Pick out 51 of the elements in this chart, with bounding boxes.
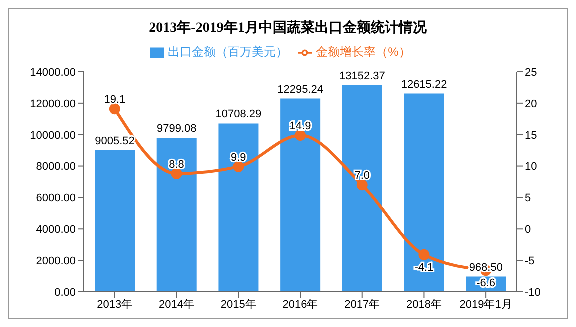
point: [109, 104, 120, 115]
x-tick-label: 2015年: [220, 298, 256, 311]
data-label: 7.0: [354, 170, 370, 182]
data-label: -6.6: [476, 278, 496, 290]
point: [418, 249, 430, 260]
y-tick-label: 10000.00: [30, 130, 76, 142]
data-label: 12615.22: [401, 78, 448, 91]
x-tick-label: 2013年: [97, 298, 133, 311]
legend-label: 金额增长率（%）: [316, 45, 411, 59]
x-tick-label: 2016年: [282, 298, 318, 311]
y2-tick-label: 15: [525, 130, 538, 142]
y-tick-label: 12000.00: [30, 98, 76, 110]
data-label: 10708.29: [216, 108, 262, 121]
point: [233, 161, 244, 172]
y2-tick-label: 5: [525, 192, 532, 205]
point: [295, 130, 306, 141]
bar: [95, 150, 135, 292]
data-label: -4.1: [414, 262, 434, 274]
data-label: 12295.24: [278, 84, 324, 96]
chart-title: 2013年-2019年1月中国蔬菜出口金额统计情况: [148, 18, 428, 38]
data-label: 13152.37: [339, 70, 386, 82]
bar: [280, 98, 321, 292]
x-tick-label: 2018年: [406, 298, 442, 311]
y2-tick-label: 25: [525, 66, 538, 79]
y-tick-label: 2000.00: [36, 255, 76, 268]
legend-label: 出口金额（百万美元）: [168, 45, 288, 59]
y2-tick-label: 0: [525, 224, 532, 236]
y-tick-label: 14000.00: [30, 66, 76, 79]
y2-tick-label: -5: [525, 255, 535, 268]
data-label: 8.8: [169, 158, 184, 171]
x-tick-label: 2014年: [159, 298, 195, 311]
data-label: 14.9: [290, 120, 312, 132]
point: [356, 180, 368, 191]
point: [171, 168, 182, 180]
y2-tick-label: -10: [525, 286, 541, 299]
y2-tick-label: 20: [525, 98, 538, 110]
data-label: 9799.08: [156, 123, 197, 136]
x-tick-label: 2019年1月: [460, 298, 512, 311]
bar: [404, 94, 444, 292]
x-tick-label: 2017年: [344, 298, 380, 311]
bar: [342, 85, 382, 292]
y-tick-label: 4000.00: [36, 224, 76, 236]
y-tick-label: 6000.00: [36, 192, 76, 205]
data-label: 19.1: [104, 94, 126, 106]
data-label: 9005.52: [95, 135, 135, 148]
y2-tick-label: 10: [525, 161, 538, 174]
y-tick-label: 8000.00: [36, 161, 76, 174]
bar: [156, 138, 197, 292]
data-label: 9.9: [230, 152, 246, 164]
bar: [218, 124, 259, 292]
y-tick-label: 0.00: [54, 286, 76, 299]
